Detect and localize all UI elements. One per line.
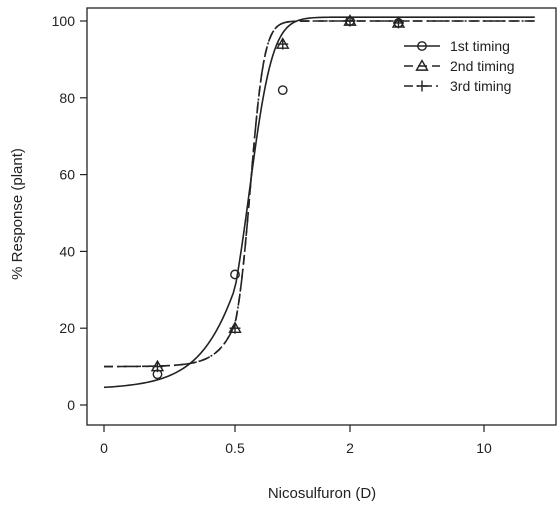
y-tick-label: 80: [59, 90, 75, 106]
x-axis-title: Nicosulfuron (D): [268, 485, 376, 502]
data-point-triangle: [415, 59, 429, 71]
data-point-plus: [392, 17, 404, 29]
curves-layer: [103, 16, 535, 389]
data-point-circle: [230, 269, 240, 280]
data-point-plus: [229, 322, 241, 334]
data-point-plus: [151, 361, 163, 373]
y-tick-label: 100: [52, 13, 76, 29]
y-tick-label: 60: [59, 167, 75, 183]
data-point-plus: [416, 80, 428, 92]
data-point-plus: [277, 38, 289, 50]
y-tick-label: 20: [59, 320, 75, 336]
plot-frame: [86, 7, 557, 426]
data-point-circle: [277, 85, 288, 96]
legend-label: 3rd timing: [450, 78, 511, 94]
x-tick-label: 2: [346, 440, 354, 456]
series-curve: [103, 20, 535, 368]
x-tick-label: 0.5: [225, 440, 245, 456]
data-point-circle: [417, 41, 427, 51]
series-curve: [103, 16, 535, 389]
x-tick-label: 10: [476, 440, 492, 456]
x-tick-label: 0: [100, 440, 108, 456]
y-tick-label: 40: [59, 243, 75, 259]
axes-layer: 0 20 40 60 80 100 0 0.5 2 10: [52, 7, 557, 456]
y-tick-label: 0: [67, 397, 75, 413]
data-point-plus: [344, 15, 356, 27]
legend-label: 2nd timing: [450, 58, 515, 74]
points-layer: [150, 14, 406, 380]
legend: 1st timing 2nd timing 3rd timing: [404, 38, 515, 94]
y-axis-title: % Response (plant): [9, 148, 26, 280]
legend-label: 1st timing: [450, 38, 510, 54]
